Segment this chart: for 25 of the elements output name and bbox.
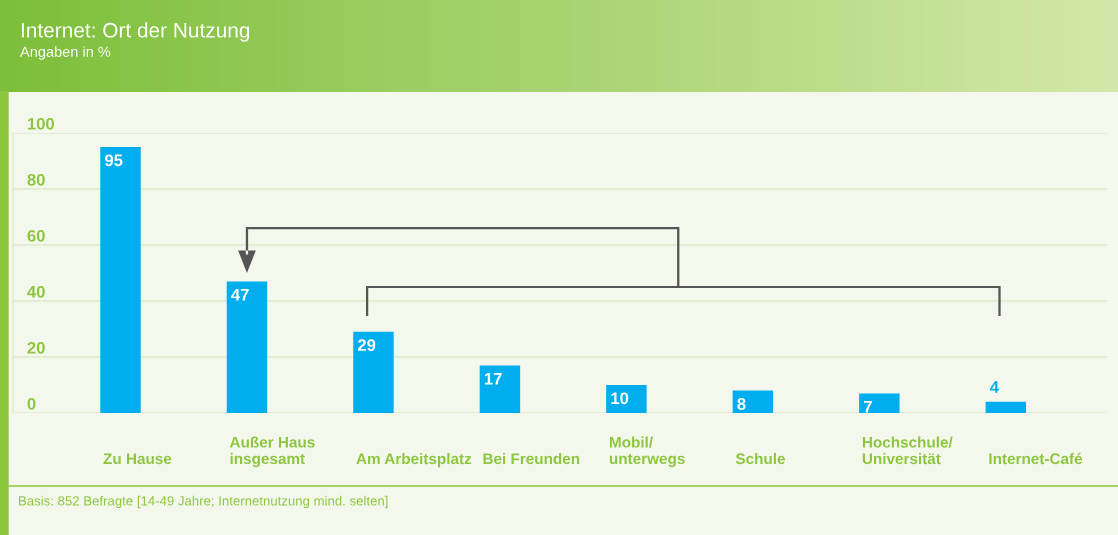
y-tick-label: 0	[27, 397, 36, 410]
y-tick-label: 100	[27, 117, 55, 130]
y-tick-label: 60	[27, 229, 45, 242]
data-label: 4	[990, 381, 999, 393]
y-tick-label: 80	[27, 173, 45, 186]
x-tick-label: Zu Hause	[103, 453, 172, 465]
x-tick-label: Am Arbeitsplatz	[356, 452, 472, 468]
x-tick-label: Außer Haus insgesamt	[229, 436, 315, 468]
x-tick-label: Schule	[735, 452, 785, 465]
y-tick-label: 40	[27, 285, 45, 298]
chart-subtitle: Angaben in %	[20, 46, 111, 60]
y-tick-label: 20	[27, 341, 45, 354]
data-label: 95	[105, 154, 123, 167]
data-label: 10	[611, 392, 629, 405]
data-label: 47	[231, 288, 249, 301]
x-tick-label: Mobil/ unterwegs	[609, 436, 685, 468]
data-label: 17	[484, 372, 502, 385]
chart-title: Internet: Ort der Nutzung	[21, 22, 250, 42]
text: Basis: 852 Befragte [14-49 Jahre; Internetnutzung mind. selten]	[19, 495, 388, 509]
data-label: 8	[737, 397, 746, 410]
x-tick-label: Internet-Café	[989, 452, 1083, 465]
data-label: 7	[863, 400, 872, 413]
data-label: 29	[357, 339, 376, 351]
x-tick-label: Bei Freunden	[483, 452, 580, 465]
x-tick-label: Hochschule/ Universität	[862, 436, 953, 465]
